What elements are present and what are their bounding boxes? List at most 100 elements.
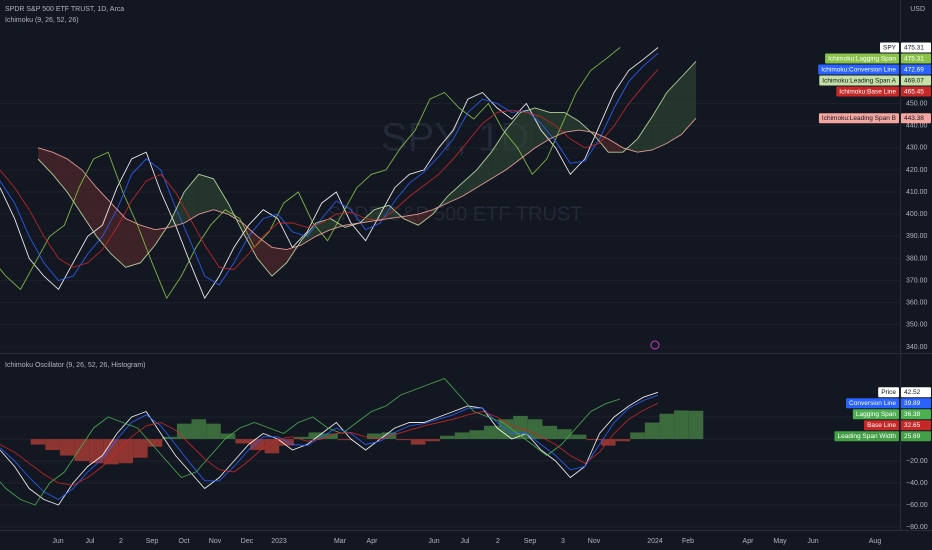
x-tick-label: Jun (807, 538, 818, 545)
cloud-segment (111, 203, 126, 268)
cloud-segment (418, 209, 433, 226)
x-tick-label: Feb (682, 538, 694, 545)
cloud-segment (505, 112, 521, 170)
y-tick-label: 360.00 (906, 300, 928, 307)
event-marker[interactable] (650, 340, 660, 350)
series-tag-name: Ichimoku:Leading Span A (822, 77, 896, 84)
series-line (0, 391, 659, 506)
x-tick-label: 2 (496, 538, 500, 545)
currency: USD (910, 6, 925, 13)
histogram-bar (367, 433, 382, 440)
x-tick-label: 2 (119, 538, 123, 545)
series-line (0, 69, 659, 270)
y-tick-label: −80.00 (906, 524, 928, 531)
histogram-bar (293, 436, 309, 440)
histogram-bar (162, 436, 177, 440)
x-tick-label: Nov (588, 538, 601, 545)
cloud-segment (608, 138, 623, 153)
histogram-bar (454, 432, 470, 440)
y-tick-label: 340.00 (906, 344, 928, 351)
series-line (0, 52, 659, 286)
y-tick-label: 350.00 (906, 322, 928, 329)
histogram-bar (586, 439, 601, 441)
value-tag: 475.31 (904, 55, 924, 62)
histogram-bar (410, 439, 426, 445)
y-tick-label: −20.00 (906, 458, 928, 465)
series-tag-name: SPY (883, 44, 897, 51)
series-tag-name: Conversion Line (849, 400, 896, 407)
histogram-bar (600, 439, 616, 446)
series-tag-name: Ichimoku:Conversion Line (821, 66, 896, 73)
histogram-bar (688, 410, 704, 440)
histogram-bar (557, 429, 572, 440)
series-tag-name: Lagging Span (856, 411, 897, 418)
histogram-bar (45, 439, 60, 451)
value-tag-box (901, 398, 931, 409)
cloud-segment (52, 152, 68, 193)
histogram-bar (483, 425, 499, 440)
histogram-bar (264, 439, 280, 454)
value-tag-box (901, 431, 931, 442)
histogram-bar (235, 439, 251, 444)
y-tick-label: 410.00 (906, 189, 928, 196)
value-tag: 465.45 (904, 88, 924, 95)
histogram-bar (630, 432, 645, 440)
histogram-bar (425, 439, 441, 442)
x-tick-label: Sep (524, 538, 537, 545)
series-line (37, 117, 697, 251)
cloud-segment (666, 76, 682, 144)
series-line (0, 47, 621, 300)
cloud-segment (476, 152, 492, 188)
x-tick-label: Sep (146, 538, 159, 545)
value-tag-box (901, 42, 931, 53)
x-tick-label: Nov (209, 538, 222, 545)
x-tick-label: 2024 (647, 538, 663, 545)
cloud-segment (271, 247, 287, 277)
series-tag-name: Ichimoku:Leading Span B (822, 115, 896, 122)
cloud-segment (637, 116, 653, 153)
cloud-segment (38, 147, 53, 175)
oscillator-title: Ichimoku Oscillator (9, 26, 52, 26, Hist… (5, 362, 145, 369)
series-tag-name: Ichimoku:Lagging Span (828, 55, 896, 62)
cloud-segment (520, 107, 536, 159)
histogram-bar (396, 439, 411, 441)
cloud-segment (535, 107, 550, 148)
series-tag-box (864, 420, 899, 431)
value-tag: 472.69 (904, 66, 924, 73)
series-tag-box (818, 113, 899, 124)
series-tag-name: Ichimoku:Base Line (839, 88, 896, 95)
cloud-segment (184, 174, 199, 224)
series-tag-name: Leading Span Width (837, 433, 896, 440)
y-tick-label: 390.00 (906, 233, 928, 240)
histogram-bar (440, 435, 455, 440)
histogram-bar (176, 423, 192, 440)
cloud-segment (652, 92, 667, 151)
cloud-segment (125, 218, 141, 268)
series-line (0, 377, 621, 506)
x-tick-label: Jul (86, 538, 95, 545)
series-tag-name: Price (881, 389, 896, 396)
cloud-segment (491, 130, 506, 179)
y-tick-label: −40.00 (906, 480, 928, 487)
value-tag: 39.89 (904, 400, 921, 407)
series-line (0, 394, 659, 501)
series-tag-box (878, 387, 899, 398)
histogram-bar (147, 439, 163, 447)
value-tag-box (901, 387, 931, 398)
x-tick-label: 3 (561, 538, 565, 545)
x-tick-label: May (773, 538, 787, 545)
value-tag-box (901, 86, 931, 97)
histogram-bar (59, 439, 75, 456)
value-tag-box (901, 420, 931, 431)
x-tick-label: Mar (334, 538, 347, 545)
chart-title: SPDR S&P 500 ETF TRUST, 1D, Arca (5, 6, 124, 13)
series-tag-box (846, 398, 899, 409)
series-tag-box (818, 64, 899, 75)
y-tick-label: 400.00 (906, 211, 928, 218)
histogram-bar (191, 419, 207, 440)
x-tick-label: Jun (428, 538, 439, 545)
value-tag-box (901, 75, 931, 86)
cloud-segment (403, 214, 419, 226)
